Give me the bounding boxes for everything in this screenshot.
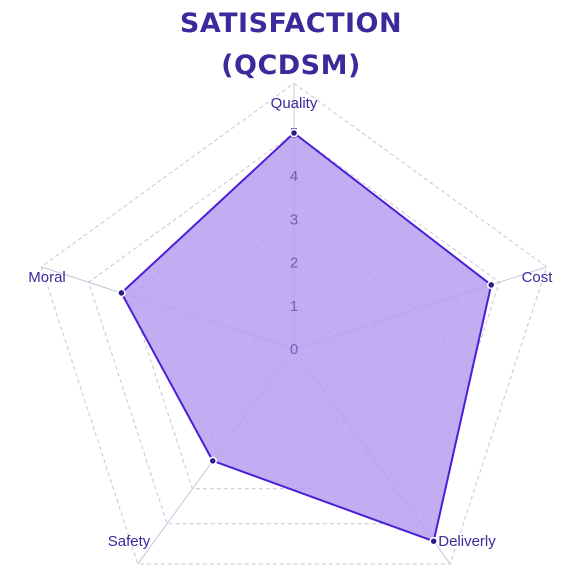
grid-ring-5 bbox=[87, 132, 501, 525]
axis-label-safety: Safety bbox=[108, 533, 151, 550]
tick-label-0: 0 bbox=[290, 341, 298, 358]
chart-title-line-2: (QCDSM) bbox=[221, 50, 361, 81]
tick-label-1: 1 bbox=[290, 298, 298, 315]
chart-title-line-1: SATISFACTION bbox=[179, 8, 403, 39]
axis-label-quality: Quality bbox=[271, 95, 318, 112]
tick-label-2: 2 bbox=[290, 255, 298, 272]
data-point-quality bbox=[289, 128, 299, 138]
axis-label-cost: Cost bbox=[522, 269, 554, 286]
data-point-safety bbox=[208, 456, 217, 466]
tick-label-4: 4 bbox=[290, 168, 298, 185]
data-point-deliverly bbox=[429, 536, 438, 546]
tick-label-3: 3 bbox=[290, 211, 298, 228]
axis-label-deliverly: Deliverly bbox=[438, 533, 496, 550]
data-point-moral bbox=[117, 288, 126, 298]
data-point-cost bbox=[486, 280, 496, 290]
axis-label-moral: Moral bbox=[28, 269, 66, 286]
series-area bbox=[120, 132, 493, 543]
grid-ring-6 bbox=[40, 82, 548, 565]
